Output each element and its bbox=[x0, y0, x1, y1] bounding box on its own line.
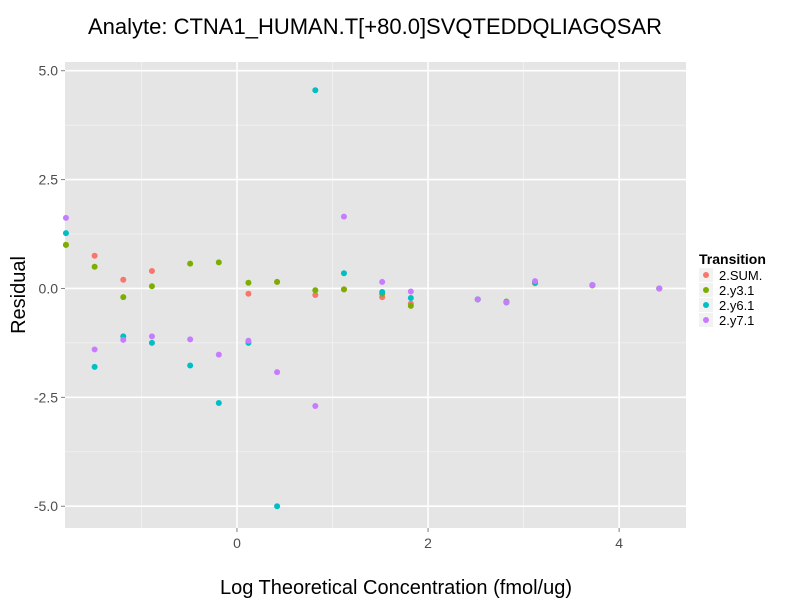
y-tick-label: 2.5 bbox=[39, 172, 59, 188]
point-2-y6-1 bbox=[91, 363, 98, 370]
point-2-y7-1 bbox=[120, 336, 127, 343]
x-axis: 0 2 4 bbox=[233, 528, 623, 551]
point-2-y7-1 bbox=[589, 281, 596, 288]
point-2-y7-1 bbox=[148, 333, 155, 340]
y-tick-label: 5.0 bbox=[39, 63, 59, 79]
point-2-y6-1 bbox=[274, 503, 281, 510]
y-tick-label: -2.5 bbox=[34, 389, 58, 405]
data-points bbox=[62, 87, 663, 510]
legend-label: 2.y6.1 bbox=[719, 298, 754, 313]
legend-swatch bbox=[703, 272, 709, 278]
major-gridlines bbox=[65, 62, 686, 528]
legend-title: Transition bbox=[699, 251, 766, 267]
legend-label: 2.y3.1 bbox=[719, 283, 754, 298]
point-2-y3-1 bbox=[62, 241, 69, 248]
y-axis-title: Residual bbox=[8, 256, 30, 334]
point-2-SUM bbox=[245, 290, 252, 297]
point-2-y7-1 bbox=[245, 337, 252, 344]
y-tick-label: 0.0 bbox=[39, 280, 59, 296]
point-2-y3-1 bbox=[407, 302, 414, 309]
point-2-y3-1 bbox=[245, 279, 252, 286]
point-2-y7-1 bbox=[656, 285, 663, 292]
point-2-SUM bbox=[91, 252, 98, 259]
point-2-y7-1 bbox=[91, 346, 98, 353]
point-2-y3-1 bbox=[148, 283, 155, 290]
point-2-y3-1 bbox=[215, 259, 222, 266]
legend-swatch bbox=[703, 317, 709, 323]
point-2-y6-1 bbox=[379, 288, 386, 295]
point-2-y7-1 bbox=[187, 336, 194, 343]
point-2-y3-1 bbox=[187, 260, 194, 267]
y-tick-label: -5.0 bbox=[34, 498, 58, 514]
point-2-y7-1 bbox=[215, 351, 222, 358]
x-axis-title: Log Theoretical Concentration (fmol/ug) bbox=[220, 577, 572, 599]
point-2-y6-1 bbox=[148, 339, 155, 346]
point-2-y6-1 bbox=[215, 400, 222, 407]
point-2-y7-1 bbox=[340, 213, 347, 220]
point-2-y7-1 bbox=[474, 296, 481, 303]
point-2-SUM bbox=[120, 276, 127, 283]
minor-gridlines bbox=[65, 62, 686, 528]
point-2-y3-1 bbox=[274, 278, 281, 285]
y-axis: -5.0 -2.5 0.0 2.5 5.0 bbox=[34, 63, 65, 514]
point-2-y6-1 bbox=[407, 295, 414, 302]
chart-title: Analyte: CTNA1_HUMAN.T[+80.0]SVQTEDDQLIA… bbox=[88, 14, 662, 39]
point-2-y6-1 bbox=[340, 270, 347, 277]
point-2-y6-1 bbox=[312, 87, 319, 94]
point-2-y3-1 bbox=[340, 286, 347, 293]
x-tick-label: 4 bbox=[615, 535, 623, 551]
point-2-y6-1 bbox=[62, 230, 69, 237]
point-2-y7-1 bbox=[274, 369, 281, 376]
point-2-y3-1 bbox=[120, 294, 127, 301]
point-2-y7-1 bbox=[503, 299, 510, 306]
legend-label: 2.SUM. bbox=[719, 268, 762, 283]
point-2-y7-1 bbox=[407, 288, 414, 295]
point-2-y7-1 bbox=[379, 278, 386, 285]
point-2-SUM bbox=[148, 268, 155, 275]
point-2-y7-1 bbox=[532, 278, 539, 285]
legend: Transition 2.SUM.2.y3.12.y6.12.y7.1 bbox=[699, 251, 766, 328]
point-2-SUM bbox=[312, 292, 319, 298]
plot-panel bbox=[65, 62, 686, 528]
point-2-y3-1 bbox=[312, 287, 319, 294]
point-2-y6-1 bbox=[187, 362, 194, 369]
point-2-y7-1 bbox=[312, 403, 319, 410]
legend-swatch bbox=[703, 287, 709, 293]
point-2-y7-1 bbox=[62, 214, 69, 221]
legend-label: 2.y7.1 bbox=[719, 313, 754, 328]
legend-swatch bbox=[703, 302, 709, 308]
x-tick-label: 2 bbox=[424, 535, 432, 551]
x-tick-label: 0 bbox=[233, 535, 241, 551]
point-2-y3-1 bbox=[91, 263, 98, 270]
